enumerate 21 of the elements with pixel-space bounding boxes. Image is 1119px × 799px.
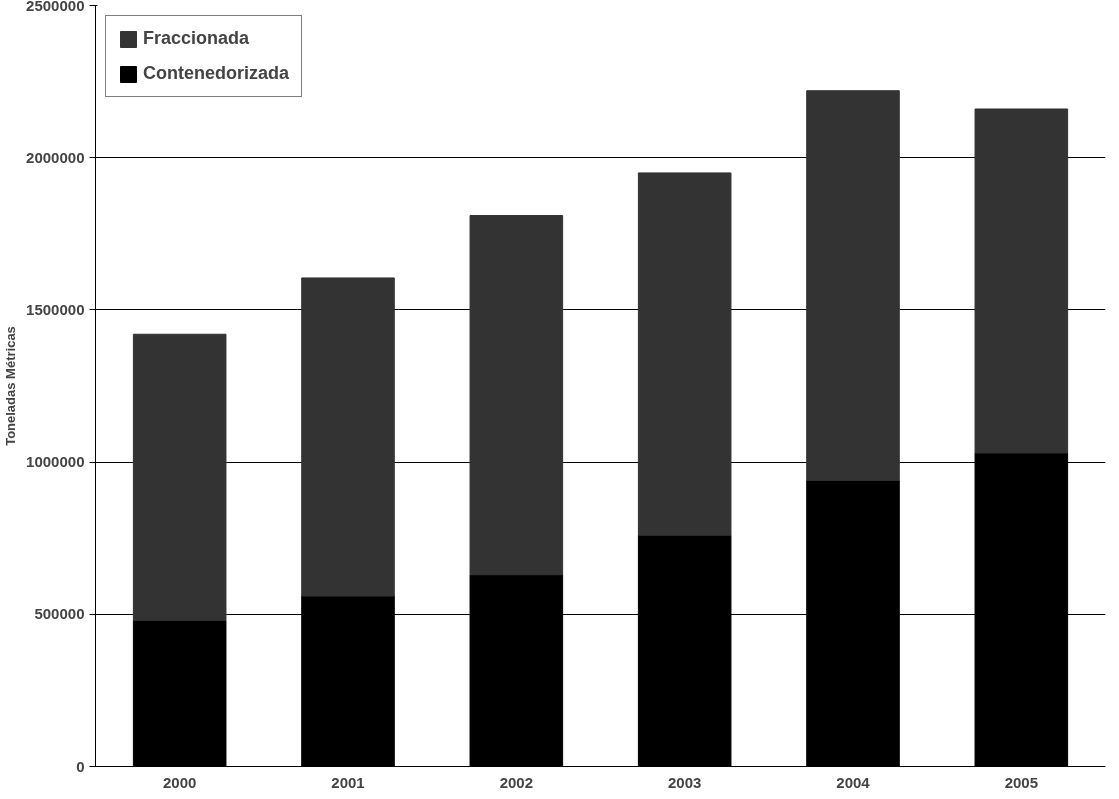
x-tick-label: 2003 — [667, 773, 702, 791]
y-tick-label: 2500000 — [26, 0, 85, 14]
bar — [301, 277, 395, 597]
y-tick-label: 1000000 — [26, 453, 85, 471]
bar — [469, 215, 564, 576]
x-tick-label: 2004 — [836, 773, 871, 791]
y-tick-label: 1500000 — [26, 300, 85, 318]
legend-label: Contenedorizada — [143, 63, 290, 84]
y-axis-title: Toneladas Métricas — [3, 326, 19, 446]
legend-label: Fraccionada — [143, 28, 250, 49]
bar — [132, 333, 227, 621]
bar — [974, 108, 1069, 454]
x-tick-label: 2000 — [162, 773, 197, 791]
x-tick-label: 2002 — [499, 773, 534, 791]
y-tick-label: 0 — [76, 757, 85, 775]
x-tick-label: 2005 — [1004, 773, 1039, 791]
y-tick-label: 2000000 — [26, 148, 85, 166]
y-tick-label: 500000 — [34, 605, 85, 623]
bar — [637, 172, 732, 536]
x-tick-label: 2001 — [331, 773, 365, 791]
bar — [806, 90, 900, 481]
